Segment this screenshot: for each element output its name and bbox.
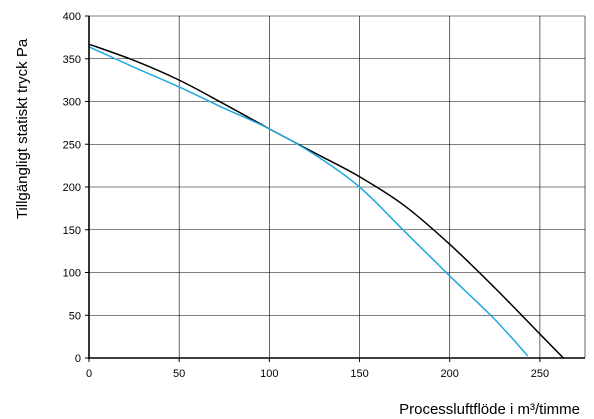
y-tick-label-250: 250 (63, 139, 81, 151)
y-tick-label-200: 200 (63, 182, 81, 194)
y-tick-label-100: 100 (63, 268, 81, 280)
series-line-1 (88, 43, 565, 359)
y-axis-title: Tillgängligt statiskt tryck Pa (14, 38, 31, 219)
x-axis-title: Processluftflöde i m³/timme (399, 401, 580, 418)
x-tick-label-100: 100 (260, 368, 278, 380)
y-tick-label-0: 0 (75, 353, 81, 365)
grid (89, 15, 586, 358)
y-tick-label-50: 50 (69, 310, 81, 322)
x-tick-label-150: 150 (350, 368, 368, 380)
y-tick-label-350: 350 (63, 54, 81, 66)
y-tick-label-400: 400 (63, 11, 81, 23)
x-tick-label-200: 200 (441, 368, 459, 380)
series-layer (88, 43, 565, 359)
series-line-2 (88, 46, 529, 357)
axes (85, 15, 585, 362)
tick-labels: 0 50 100 150 200 250 0 50 100 150 200 250 300 350 400 (63, 11, 549, 380)
x-tick-label-0: 0 (86, 368, 92, 380)
y-tick-label-150: 150 (63, 225, 81, 237)
x-tick-label-250: 250 (531, 368, 549, 380)
y-tick-label-300: 300 (63, 97, 81, 109)
x-tick-label-50: 50 (173, 368, 185, 380)
